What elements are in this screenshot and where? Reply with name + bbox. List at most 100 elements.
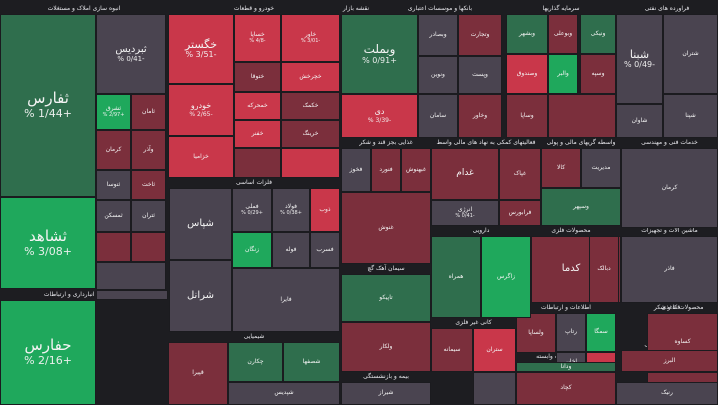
stock-tile[interactable]: خمحرکه [234,92,281,120]
stock-tile[interactable]: ونوین [418,56,458,94]
stock-tile[interactable]: فوله [272,232,310,268]
stock-tile[interactable]: شاوان [616,104,663,138]
stock-tile[interactable]: تاپیکو [341,274,431,322]
stock-tile[interactable]: والبر [548,54,578,94]
unlabeled-tile[interactable] [96,290,168,300]
stock-tile[interactable]: غبهنوش [401,148,431,192]
unlabeled-tile[interactable] [281,148,340,178]
stock-symbol: اخابر [565,358,577,365]
stock-tile[interactable]: وصندوق [506,54,548,94]
stock-tile[interactable]: شبنا -0/49 % [616,14,663,104]
stock-tile[interactable]: ثشرق +2/97 % [96,94,131,130]
stock-tile[interactable]: البرز [621,350,718,372]
stock-tile[interactable]: شیراز [341,382,431,405]
stock-tile[interactable]: ثامان [131,94,166,130]
stock-tile[interactable]: ثنوسا [96,170,131,200]
stock-symbol: ودانا [560,362,572,370]
stock-tile[interactable]: خساپا -4/8 % [234,14,281,62]
stock-tile[interactable]: کالا [541,148,581,188]
stock-tile[interactable]: ولکار [341,322,431,372]
stock-symbol: وصندوق [516,69,538,77]
stock-tile[interactable]: فخوز [341,148,371,192]
stock-tile[interactable]: قپیرا [168,342,228,405]
stock-tile[interactable]: فایرا [232,268,340,332]
stock-symbol: وخاور [472,111,488,119]
stock-tile[interactable]: همراه [431,236,481,318]
stock-tile[interactable]: رنیک [616,382,718,405]
stock-tile[interactable]: سمگا [586,313,616,352]
stock-tile[interactable]: فنورد [371,148,401,192]
stock-tile[interactable]: انرژی -0/41 % [431,200,499,226]
stock-tile[interactable]: وپست [458,56,502,94]
stock-tile[interactable]: فسرب [310,232,340,268]
stock-tile[interactable]: فولاد +0/38 % [272,188,310,232]
stock-tile[interactable]: ونیکی [580,14,616,54]
stock-tile[interactable]: کرمان [621,148,718,228]
stock-tile[interactable]: خزامیا [168,136,234,178]
stock-symbol: رتاپ [564,328,578,336]
stock-tile[interactable]: رتاپ [556,313,586,352]
stock-tile[interactable]: حفارس +2/16 % [0,300,96,405]
stock-tile[interactable]: شتران [663,14,718,94]
stock-tile[interactable]: ستران [473,328,516,372]
stock-tile[interactable]: ثبردیس -0/41 % [96,14,166,94]
stock-tile[interactable]: غنوش [341,192,431,264]
sector-title: غذایی بجز قند و شکر [359,139,413,146]
stock-tile[interactable]: شپدیس [228,382,340,405]
stock-tile[interactable]: کچاد [516,372,616,405]
stock-tile[interactable]: شصفها [283,342,340,382]
stock-tile[interactable]: خفنر [234,120,281,148]
stock-tile[interactable]: وتجارت [458,14,502,56]
stock-tile[interactable]: زاگرس [481,236,531,318]
stock-tile[interactable]: وبصادر [418,14,458,56]
unlabeled-tile[interactable] [548,94,616,138]
stock-tile[interactable]: ولساپا [516,313,556,353]
stock-tile[interactable]: سیمانه [431,328,473,372]
stock-change: -3/01 % [300,38,321,45]
stock-tile[interactable]: وخاور [458,94,502,138]
stock-tile[interactable]: ثشاهد +3/08 % [0,197,96,289]
stock-tile[interactable]: وسپهر [541,188,621,226]
stock-tile[interactable]: وساپا [506,94,548,138]
stock-tile[interactable]: فاذر [621,236,718,303]
stock-tile[interactable]: شرانل [169,260,232,332]
stock-tile[interactable]: ذوب [310,188,340,232]
stock-tile[interactable]: وآذر [131,130,166,170]
stock-tile[interactable]: فملی +0/29 % [232,188,272,232]
stock-tile[interactable]: دبالک [589,236,619,303]
unlabeled-tile[interactable] [473,372,516,405]
unlabeled-tile[interactable] [96,262,166,290]
stock-tile[interactable]: غدام [431,148,499,200]
stock-tile[interactable]: خرینگ [281,120,340,148]
stock-tile[interactable]: ثفارس +1/44 % [0,14,96,197]
stock-tile[interactable]: ثمسکن [96,200,131,232]
stock-tile[interactable]: شپنا [663,94,718,138]
stock-tile[interactable]: سامان [418,94,458,138]
stock-tile[interactable]: خگستر -3/51 % [168,14,234,84]
unlabeled-tile[interactable] [96,232,131,262]
stock-tile[interactable]: مدیریت [581,148,621,188]
stock-tile[interactable]: وبملت +0/91 % [341,14,418,94]
stock-tile[interactable]: چکارن [228,342,283,382]
unlabeled-tile[interactable] [131,232,166,262]
unlabeled-tile[interactable] [234,148,281,178]
stock-symbol: خگستر [184,37,218,51]
stock-tile[interactable]: خاور -3/01 % [281,14,340,62]
stock-tile[interactable]: خچرخش [281,62,340,92]
stock-tile[interactable]: خکمک [281,92,340,120]
stock-tile[interactable]: وبشهر [506,14,548,54]
stock-tile[interactable]: ودانا [516,362,616,372]
stock-tile[interactable]: زنگان [232,232,272,268]
stock-tile[interactable]: غپاک [499,148,541,200]
stock-tile[interactable]: شپاس [169,188,232,260]
stock-tile[interactable]: وبوعلی [548,14,578,54]
stock-tile[interactable]: وسپه [580,54,616,94]
stock-tile[interactable]: کرمان [96,130,131,170]
stock-tile[interactable]: دی -3/39 % [341,94,418,138]
stock-tile[interactable]: خودرو -2/65 % [168,84,234,136]
stock-tile[interactable]: ثتران [131,200,166,232]
stock-tile[interactable]: ختوقا [234,62,281,92]
stock-symbol: تاپیکو [379,293,393,301]
stock-tile[interactable]: ثاخت [131,170,166,200]
stock-tile[interactable]: فرابورس [499,200,541,226]
